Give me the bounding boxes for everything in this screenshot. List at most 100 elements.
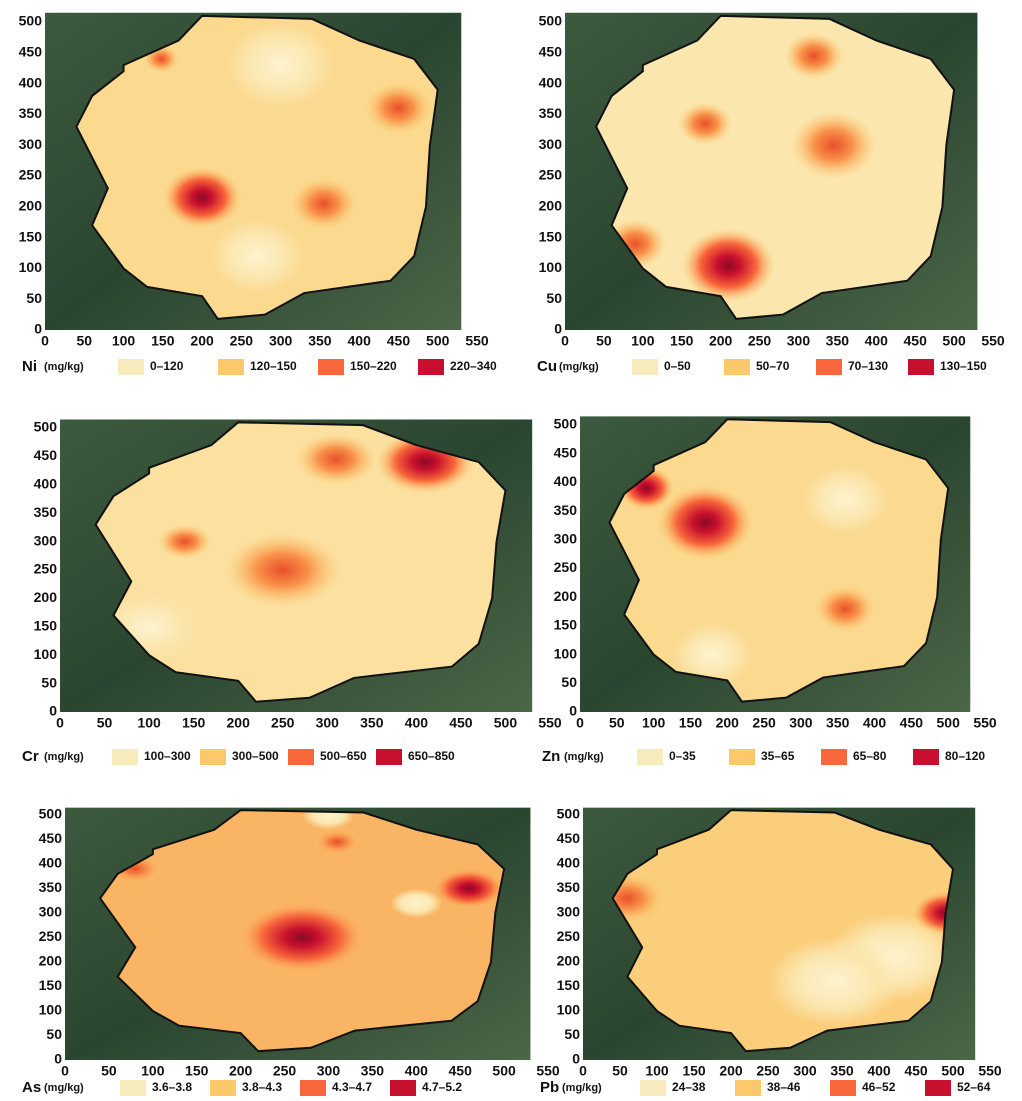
y-tick-label: 500: [557, 806, 581, 822]
unit-label: (mg/kg): [44, 1082, 84, 1094]
y-tick-label: 100: [34, 646, 58, 662]
unit-label: (mg/kg): [559, 361, 599, 373]
x-tick-label: 350: [826, 333, 850, 349]
y-tick-label: 350: [557, 879, 581, 895]
y-tick-label: 100: [554, 645, 578, 661]
y-tick-label: 150: [557, 977, 581, 993]
x-tick-label: 350: [360, 715, 384, 731]
y-tick-label: 100: [39, 1002, 63, 1018]
hotspot: [302, 800, 355, 829]
x-tick-label: 200: [709, 333, 733, 349]
legend-label: 300–500: [232, 749, 279, 763]
legend-swatch: [390, 1080, 416, 1096]
y-tick-label: 400: [554, 473, 578, 489]
x-tick-label: 250: [230, 333, 254, 349]
legend-swatch: [724, 359, 750, 375]
legend-swatch: [729, 749, 755, 765]
x-tick-label: 450: [387, 333, 411, 349]
x-tick-label: 500: [426, 333, 450, 349]
legend-label: 0–35: [669, 749, 696, 763]
legend-label: 35–65: [761, 749, 795, 763]
y-tick-label: 50: [564, 1026, 580, 1042]
x-tick-label: 450: [449, 715, 473, 731]
legend-label: 4.7–5.2: [422, 1080, 462, 1094]
y-tick-label: 150: [34, 618, 58, 634]
y-tick-label: 50: [46, 1026, 62, 1042]
legend-label: 50–70: [756, 359, 790, 373]
y-tick-label: 200: [539, 198, 563, 214]
x-tick-label: 100: [642, 715, 666, 731]
x-tick-label: 250: [756, 1063, 780, 1079]
y-tick-label: 200: [19, 198, 43, 214]
x-tick-label: 100: [631, 333, 655, 349]
x-tick-label: 400: [865, 333, 889, 349]
y-tick-label: 150: [554, 617, 578, 633]
hotspot: [313, 828, 362, 855]
y-tick-label: 450: [539, 44, 563, 60]
map-panel: 0501001502002503003504004505005500501001…: [22, 800, 560, 1096]
y-tick-label: 200: [34, 589, 58, 605]
figure: 0501001502002503003504004505005500501001…: [0, 0, 1022, 1101]
x-tick-label: 500: [492, 1063, 516, 1079]
x-tick-label: 0: [61, 1063, 69, 1079]
legend-swatch: [120, 1080, 146, 1096]
x-tick-label: 400: [867, 1063, 891, 1079]
hotspot: [816, 586, 875, 632]
legend-label: 220–340: [450, 359, 497, 373]
legend-swatch: [908, 359, 934, 375]
x-tick-label: 150: [151, 333, 175, 349]
y-tick-label: 450: [34, 447, 58, 463]
unit-label: (mg/kg): [564, 751, 604, 763]
y-tick-label: 500: [34, 419, 58, 435]
hotspot: [390, 889, 443, 918]
x-tick-label: 500: [937, 715, 961, 731]
x-tick-label: 200: [229, 1063, 253, 1079]
y-tick-label: 250: [539, 167, 563, 183]
legend-swatch: [112, 749, 138, 765]
legend-swatch: [210, 1080, 236, 1096]
y-tick-label: 50: [561, 674, 577, 690]
legend-swatch: [640, 1080, 666, 1096]
hotspot: [236, 901, 368, 975]
y-tick-label: 100: [19, 259, 43, 275]
map-panel: 0501001502002503003504004505005500501001…: [22, 419, 562, 765]
x-tick-label: 200: [719, 1063, 743, 1079]
x-tick-label: 150: [682, 1063, 706, 1079]
y-tick-label: 0: [54, 1051, 62, 1067]
y-tick-label: 0: [34, 321, 42, 337]
y-tick-label: 400: [34, 476, 58, 492]
legend-label: 650–850: [408, 749, 455, 763]
legend-swatch: [637, 749, 663, 765]
x-tick-label: 500: [942, 333, 966, 349]
y-tick-label: 250: [557, 928, 581, 944]
legend-label: 130–150: [940, 359, 987, 373]
x-tick-label: 500: [494, 715, 518, 731]
hotspot: [784, 32, 843, 79]
legend-swatch: [200, 749, 226, 765]
x-tick-label: 50: [596, 333, 612, 349]
legend-label: 500–650: [320, 749, 367, 763]
y-tick-label: 100: [539, 259, 563, 275]
element-name: Pb: [540, 1079, 559, 1096]
hotspot: [365, 82, 431, 134]
y-tick-label: 350: [39, 879, 63, 895]
x-tick-label: 0: [576, 715, 584, 731]
x-tick-label: 350: [308, 333, 332, 349]
x-tick-label: 150: [670, 333, 694, 349]
hotspot: [291, 178, 357, 230]
x-tick-label: 0: [41, 333, 49, 349]
x-tick-label: 300: [269, 333, 293, 349]
legend-swatch: [816, 359, 842, 375]
x-tick-label: 100: [137, 715, 161, 731]
y-tick-label: 350: [539, 105, 563, 121]
legend-swatch: [925, 1080, 951, 1096]
x-tick-label: 0: [56, 715, 64, 731]
legend-label: 65–80: [853, 749, 887, 763]
x-tick-label: 450: [900, 715, 924, 731]
hotspot: [210, 219, 304, 293]
hotspot: [296, 434, 376, 485]
hotspot: [791, 111, 877, 179]
legend-swatch: [418, 359, 444, 375]
map-panel: 0501001502002503003504004505005500501001…: [542, 416, 997, 765]
